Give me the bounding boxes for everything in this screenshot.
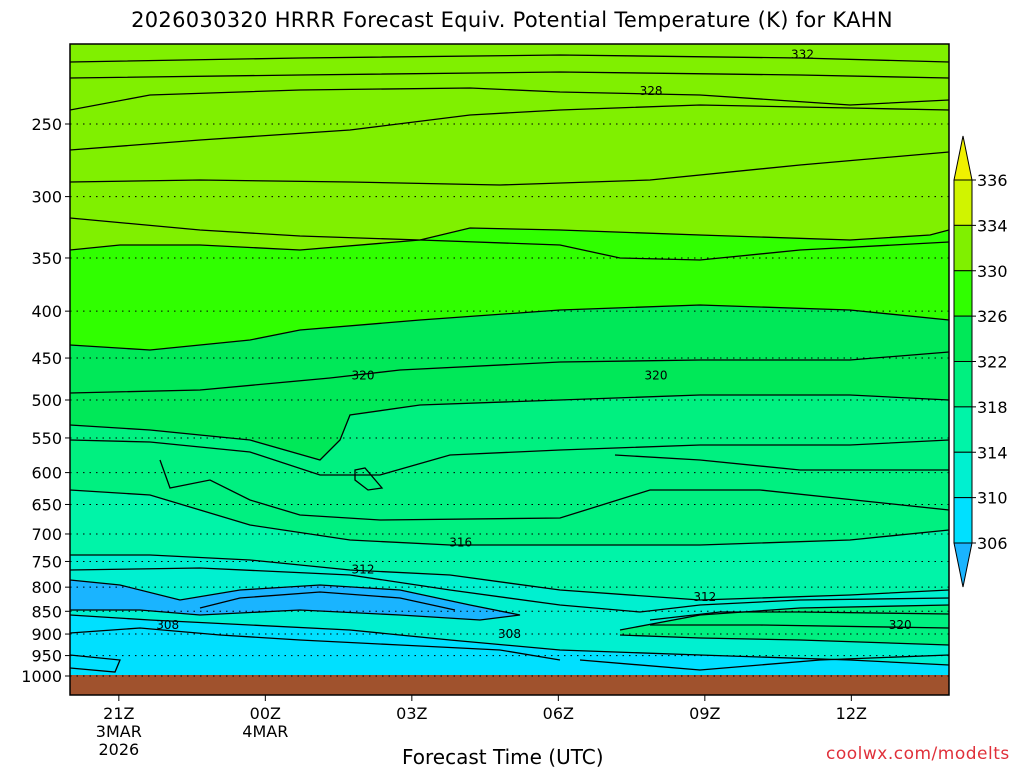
colorbar-label: 318 [977,398,1008,417]
y-tick-label: 500 [31,391,62,410]
y-tick-label: 850 [31,602,62,621]
y-tick-label: 950 [31,647,62,666]
contour-labels: 332 328 320 320 316 312 312 308 308 320 [156,48,912,641]
y-tick-label: 400 [31,302,62,321]
colorbar-segment [953,179,973,226]
x-tick-sublabel: 2026 [98,740,139,759]
contour-label: 320 [352,368,375,382]
x-tick-label: 00Z [250,704,281,723]
colorbar-label: 336 [977,171,1008,190]
y-tick-label: 550 [31,429,62,448]
colorbar-segment [953,270,973,317]
y-tick-label: 300 [31,188,62,207]
y-tick-label: 450 [31,349,62,368]
y-axis: 250 300 350 400 450 500 550 600 650 700 750 800 850 9… [21,115,70,686]
y-tick-label: 700 [31,525,62,544]
contour-label: 312 [352,562,375,576]
chart-title: 2026030320 HRRR Forecast Equiv. Potentia… [131,8,893,32]
colorbar-label: 334 [977,216,1008,235]
contour-label: 312 [693,590,716,604]
contour-lines [70,54,949,673]
colorbar-label: 314 [977,443,1008,462]
plot-area [70,44,949,695]
y-tick-label: 750 [31,552,62,571]
x-tick-sublabel: 4MAR [242,722,288,741]
band-322 [70,305,949,460]
x-tick-label: 09Z [689,704,720,723]
contour-label: 320 [889,618,912,632]
colorbar: 336 334 330 326 322 318 314 310 306 [953,135,1008,588]
contour-label: 308 [498,627,521,641]
colorbar-segment [953,315,973,362]
colorbar-label: 306 [977,534,1008,553]
x-tick-label: 06Z [543,704,574,723]
y-tick-label: 350 [31,249,62,268]
x-tick-label: 12Z [836,704,867,723]
ground [70,675,949,695]
colorbar-label: 326 [977,307,1008,326]
contour-label: 332 [791,48,814,62]
colorbar-label: 322 [977,353,1008,372]
contour-label: 308 [156,618,179,632]
colorbar-segment [953,224,973,272]
contour-label: 320 [645,368,668,382]
colorbar-top-arrow [953,135,973,181]
y-tick-label: 1000 [21,667,62,686]
y-tick-label: 600 [31,464,62,483]
colorbar-segment [953,406,973,453]
band-326 [70,228,949,350]
x-tick-sublabel: 3MAR [96,722,142,741]
colorbar-segment [953,497,973,544]
band-318 [70,395,949,545]
y-tick-label: 250 [31,115,62,134]
x-axis-label: Forecast Time (UTC) [402,745,604,769]
colorbar-segment [953,451,973,499]
contour-label: 328 [640,84,663,98]
y-tick-label: 800 [31,578,62,597]
colorbar-label: 330 [977,262,1008,281]
band-cold-core [70,580,520,620]
x-tick-label: 03Z [396,704,427,723]
y-tick-label: 900 [31,625,62,644]
credit-link[interactable]: coolwx.com/modelts [826,744,1010,764]
colorbar-segment [953,361,973,408]
y-tick-label: 650 [31,495,62,514]
colorbar-label: 310 [977,489,1008,508]
colorbar-bottom-arrow [953,542,973,588]
x-tick-label: 21Z [103,704,134,723]
plot-frame [69,43,950,696]
band-330 [70,44,949,250]
contour-label: 316 [449,535,472,549]
